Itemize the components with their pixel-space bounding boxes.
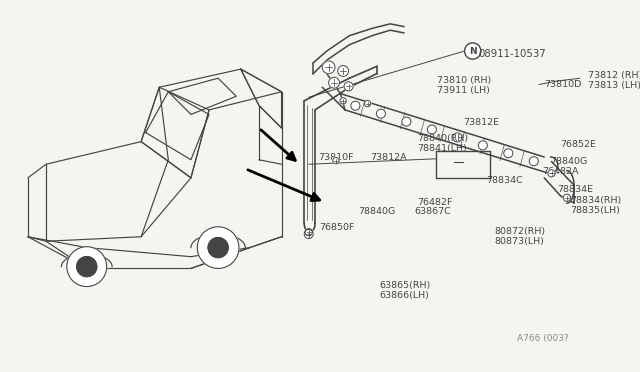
Circle shape xyxy=(529,157,538,166)
Text: 63866(LH): 63866(LH) xyxy=(380,291,429,300)
Text: 76482F: 76482F xyxy=(417,198,453,207)
Circle shape xyxy=(304,230,313,238)
Text: 78841(LH): 78841(LH) xyxy=(417,144,467,153)
Text: 73810 (RH): 73810 (RH) xyxy=(437,76,492,86)
Circle shape xyxy=(428,125,436,134)
Circle shape xyxy=(305,228,312,236)
Text: 73812A: 73812A xyxy=(371,153,407,161)
Circle shape xyxy=(351,101,360,110)
Text: 08911-10537: 08911-10537 xyxy=(478,49,546,59)
Text: 78834C: 78834C xyxy=(486,176,523,185)
Text: 78834E: 78834E xyxy=(557,185,593,194)
Text: 78840G: 78840G xyxy=(550,157,588,166)
Text: 76850F: 76850F xyxy=(319,223,355,232)
Text: 78834(RH): 78834(RH) xyxy=(570,196,622,205)
Circle shape xyxy=(364,100,371,107)
Circle shape xyxy=(77,257,97,277)
Text: 63865(RH): 63865(RH) xyxy=(380,281,431,290)
Circle shape xyxy=(478,141,487,150)
Circle shape xyxy=(340,98,346,104)
Text: N: N xyxy=(469,46,477,55)
Text: 80872(RH): 80872(RH) xyxy=(495,227,545,236)
Circle shape xyxy=(333,157,339,164)
Circle shape xyxy=(548,170,555,177)
Text: 63867C: 63867C xyxy=(415,207,451,216)
Circle shape xyxy=(67,247,107,286)
Circle shape xyxy=(197,227,239,269)
Text: 80873(LH): 80873(LH) xyxy=(495,237,544,246)
Text: 78840(RH): 78840(RH) xyxy=(417,134,468,143)
Text: 73813 (LH): 73813 (LH) xyxy=(588,81,640,90)
Text: A766 (003?: A766 (003? xyxy=(517,334,569,343)
Circle shape xyxy=(376,109,385,118)
Text: 73812 (RH): 73812 (RH) xyxy=(588,71,640,80)
Circle shape xyxy=(402,117,411,126)
Text: 73812E: 73812E xyxy=(463,118,499,127)
Circle shape xyxy=(453,133,462,142)
Circle shape xyxy=(323,61,335,74)
Text: 73810D: 73810D xyxy=(544,80,582,89)
Text: 76852E: 76852E xyxy=(561,140,596,149)
Text: 73810F: 73810F xyxy=(318,153,353,161)
Text: 78835(LH): 78835(LH) xyxy=(570,206,620,215)
Circle shape xyxy=(504,149,513,158)
Circle shape xyxy=(329,77,339,88)
Circle shape xyxy=(563,194,570,201)
Circle shape xyxy=(338,65,349,76)
Circle shape xyxy=(208,238,228,257)
Text: 73911 (LH): 73911 (LH) xyxy=(437,86,490,95)
Circle shape xyxy=(344,82,353,91)
Text: 78840G: 78840G xyxy=(358,207,396,216)
Circle shape xyxy=(465,43,481,59)
Text: 76482A: 76482A xyxy=(543,167,579,176)
